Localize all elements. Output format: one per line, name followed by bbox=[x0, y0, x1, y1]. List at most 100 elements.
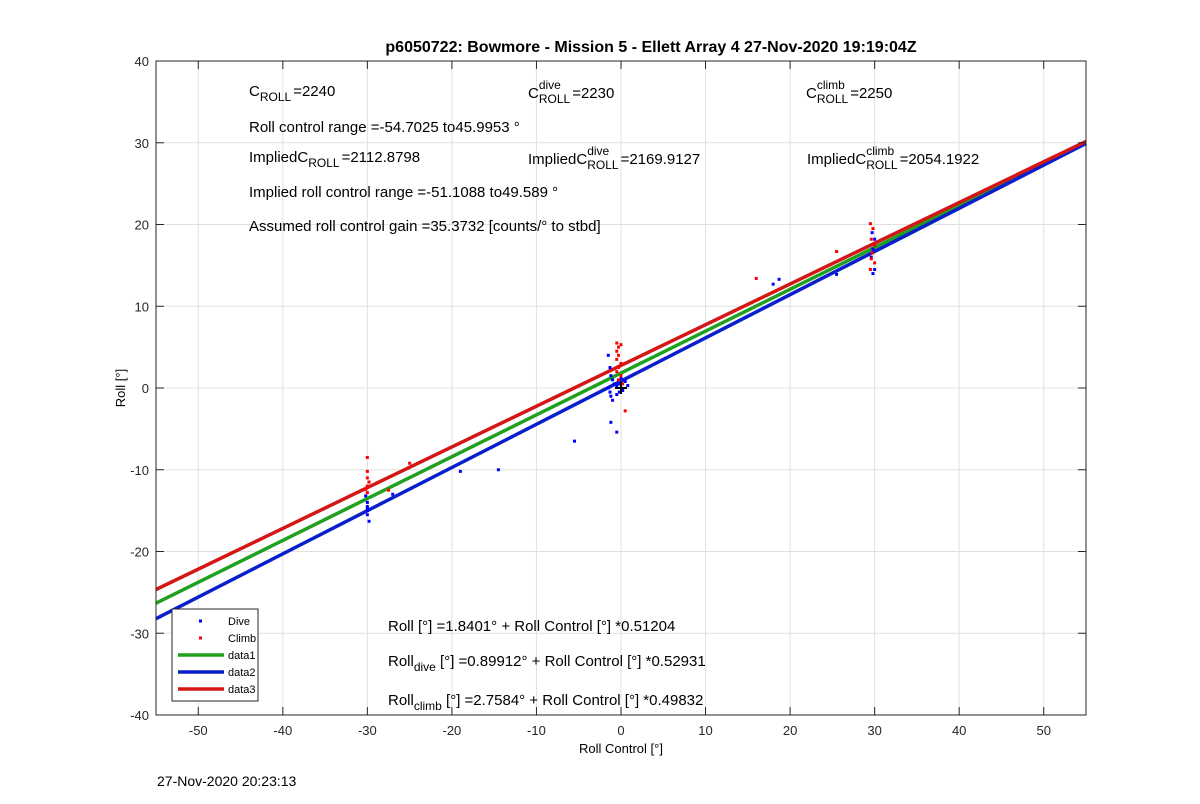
svg-text:Implied: Implied bbox=[807, 151, 855, 168]
point-climb bbox=[835, 249, 839, 253]
point-dive bbox=[365, 513, 369, 517]
axes: -50 -40 -30 -20 -10 0 10 20 30 40 50 -40 -30 -20 -10 0 1… bbox=[113, 39, 1087, 756]
point-climb bbox=[621, 382, 625, 386]
point-climb bbox=[870, 251, 874, 255]
y-tick-label: -30 bbox=[130, 626, 149, 641]
legend-label: data3 bbox=[228, 684, 256, 696]
x-tick-label: -40 bbox=[273, 723, 292, 738]
svg-text:C: C bbox=[297, 149, 308, 166]
legend-label: Dive bbox=[228, 616, 250, 628]
x-tick-label: 0 bbox=[617, 723, 624, 738]
point-climb bbox=[869, 257, 873, 261]
y-tick-label: 30 bbox=[135, 136, 149, 151]
point-dive bbox=[621, 388, 625, 392]
point-dive bbox=[365, 505, 369, 509]
point-climb bbox=[615, 349, 619, 353]
fit-all-equation: Roll [°] =1.8401° + Roll Control [°] *0.… bbox=[388, 618, 675, 635]
point-dive bbox=[496, 468, 500, 472]
y-tick-label: -10 bbox=[130, 463, 149, 478]
x-tick-label: 30 bbox=[867, 723, 881, 738]
point-dive bbox=[364, 494, 368, 498]
c-roll-label: C ROLL =2240 bbox=[249, 83, 335, 104]
fit-lines bbox=[155, 139, 1087, 621]
y-tick-label: 0 bbox=[142, 381, 149, 396]
point-climb bbox=[615, 370, 619, 374]
point-climb bbox=[408, 461, 412, 465]
point-dive bbox=[870, 231, 874, 235]
svg-text:climb: climb bbox=[866, 144, 894, 158]
footer-timestamp: 27-Nov-2020 20:23:13 bbox=[157, 773, 297, 789]
svg-text:Implied: Implied bbox=[528, 151, 576, 168]
implied-c-roll: Implied C ROLL =2112.8798 bbox=[249, 149, 420, 170]
point-climb bbox=[615, 341, 619, 345]
x-tick-label: -10 bbox=[527, 723, 546, 738]
point-dive bbox=[611, 398, 615, 402]
point-climb bbox=[365, 484, 369, 488]
point-dive bbox=[608, 390, 612, 394]
point-climb bbox=[616, 345, 620, 349]
point-dive bbox=[365, 509, 369, 513]
point-climb bbox=[871, 227, 875, 231]
x-tick-label: 10 bbox=[698, 723, 712, 738]
x-tick-label: 20 bbox=[783, 723, 797, 738]
svg-text:ROLL: ROLL bbox=[539, 92, 571, 106]
svg-text:dive: dive bbox=[587, 144, 609, 158]
point-climb bbox=[623, 409, 627, 413]
svg-text:=2250: =2250 bbox=[850, 85, 892, 102]
svg-text:ROLL: ROLL bbox=[817, 92, 849, 106]
point-climb bbox=[619, 361, 623, 365]
point-climb bbox=[873, 243, 877, 247]
svg-text:ROLL: ROLL bbox=[587, 158, 619, 172]
point-climb bbox=[364, 487, 368, 491]
point-climb bbox=[869, 237, 873, 241]
svg-text:dive: dive bbox=[539, 78, 561, 92]
point-dive bbox=[606, 353, 610, 357]
legend-label: Climb bbox=[228, 633, 256, 645]
point-dive bbox=[391, 492, 395, 496]
point-climb bbox=[365, 455, 369, 459]
svg-text:climb: climb bbox=[817, 78, 845, 92]
point-dive bbox=[606, 386, 610, 390]
point-climb bbox=[619, 374, 623, 378]
point-dive bbox=[615, 430, 619, 434]
point-dive bbox=[367, 519, 371, 523]
x-tick-label: -50 bbox=[189, 723, 208, 738]
point-climb bbox=[616, 378, 620, 382]
point-dive bbox=[835, 272, 839, 276]
chart-title: p6050722: Bowmore - Mission 5 - Ellett A… bbox=[385, 39, 916, 56]
y-tick-label: 40 bbox=[135, 54, 149, 69]
legend-marker-climb bbox=[199, 636, 202, 640]
svg-text:=2230: =2230 bbox=[572, 85, 614, 102]
svg-text:ROLL: ROLL bbox=[866, 158, 898, 172]
legend-label: data1 bbox=[228, 650, 256, 662]
legend-marker-dive bbox=[199, 619, 202, 623]
point-dive bbox=[873, 237, 877, 241]
svg-text:=2054.1922: =2054.1922 bbox=[900, 151, 980, 168]
point-dive bbox=[626, 384, 630, 388]
svg-text:ROLL: ROLL bbox=[260, 90, 292, 104]
point-climb bbox=[619, 343, 623, 347]
y-tick-label: -40 bbox=[130, 708, 149, 723]
svg-text:C: C bbox=[576, 151, 587, 168]
point-climb bbox=[365, 476, 369, 480]
point-climb bbox=[616, 366, 620, 370]
fit-climb-equation: Rollclimb [°] =2.7584° + Roll Control [°… bbox=[388, 692, 703, 713]
point-dive bbox=[869, 255, 873, 259]
point-climb bbox=[365, 469, 369, 473]
point-climb bbox=[616, 353, 620, 357]
svg-text:=2240: =2240 bbox=[293, 83, 335, 100]
y-tick-label: -20 bbox=[130, 545, 149, 560]
roll-control-range: Roll control range =-54.7025 to45.9953 ° bbox=[249, 119, 520, 136]
svg-text:ROLL: ROLL bbox=[308, 156, 340, 170]
x-tick-label: -30 bbox=[358, 723, 377, 738]
point-climb bbox=[754, 276, 758, 280]
point-dive bbox=[619, 376, 623, 380]
point-climb bbox=[868, 267, 872, 271]
series-line-data3 bbox=[155, 139, 1087, 592]
y-axis-label: Roll [°] bbox=[113, 369, 128, 407]
x-tick-label: -20 bbox=[443, 723, 462, 738]
point-climb bbox=[868, 222, 872, 226]
